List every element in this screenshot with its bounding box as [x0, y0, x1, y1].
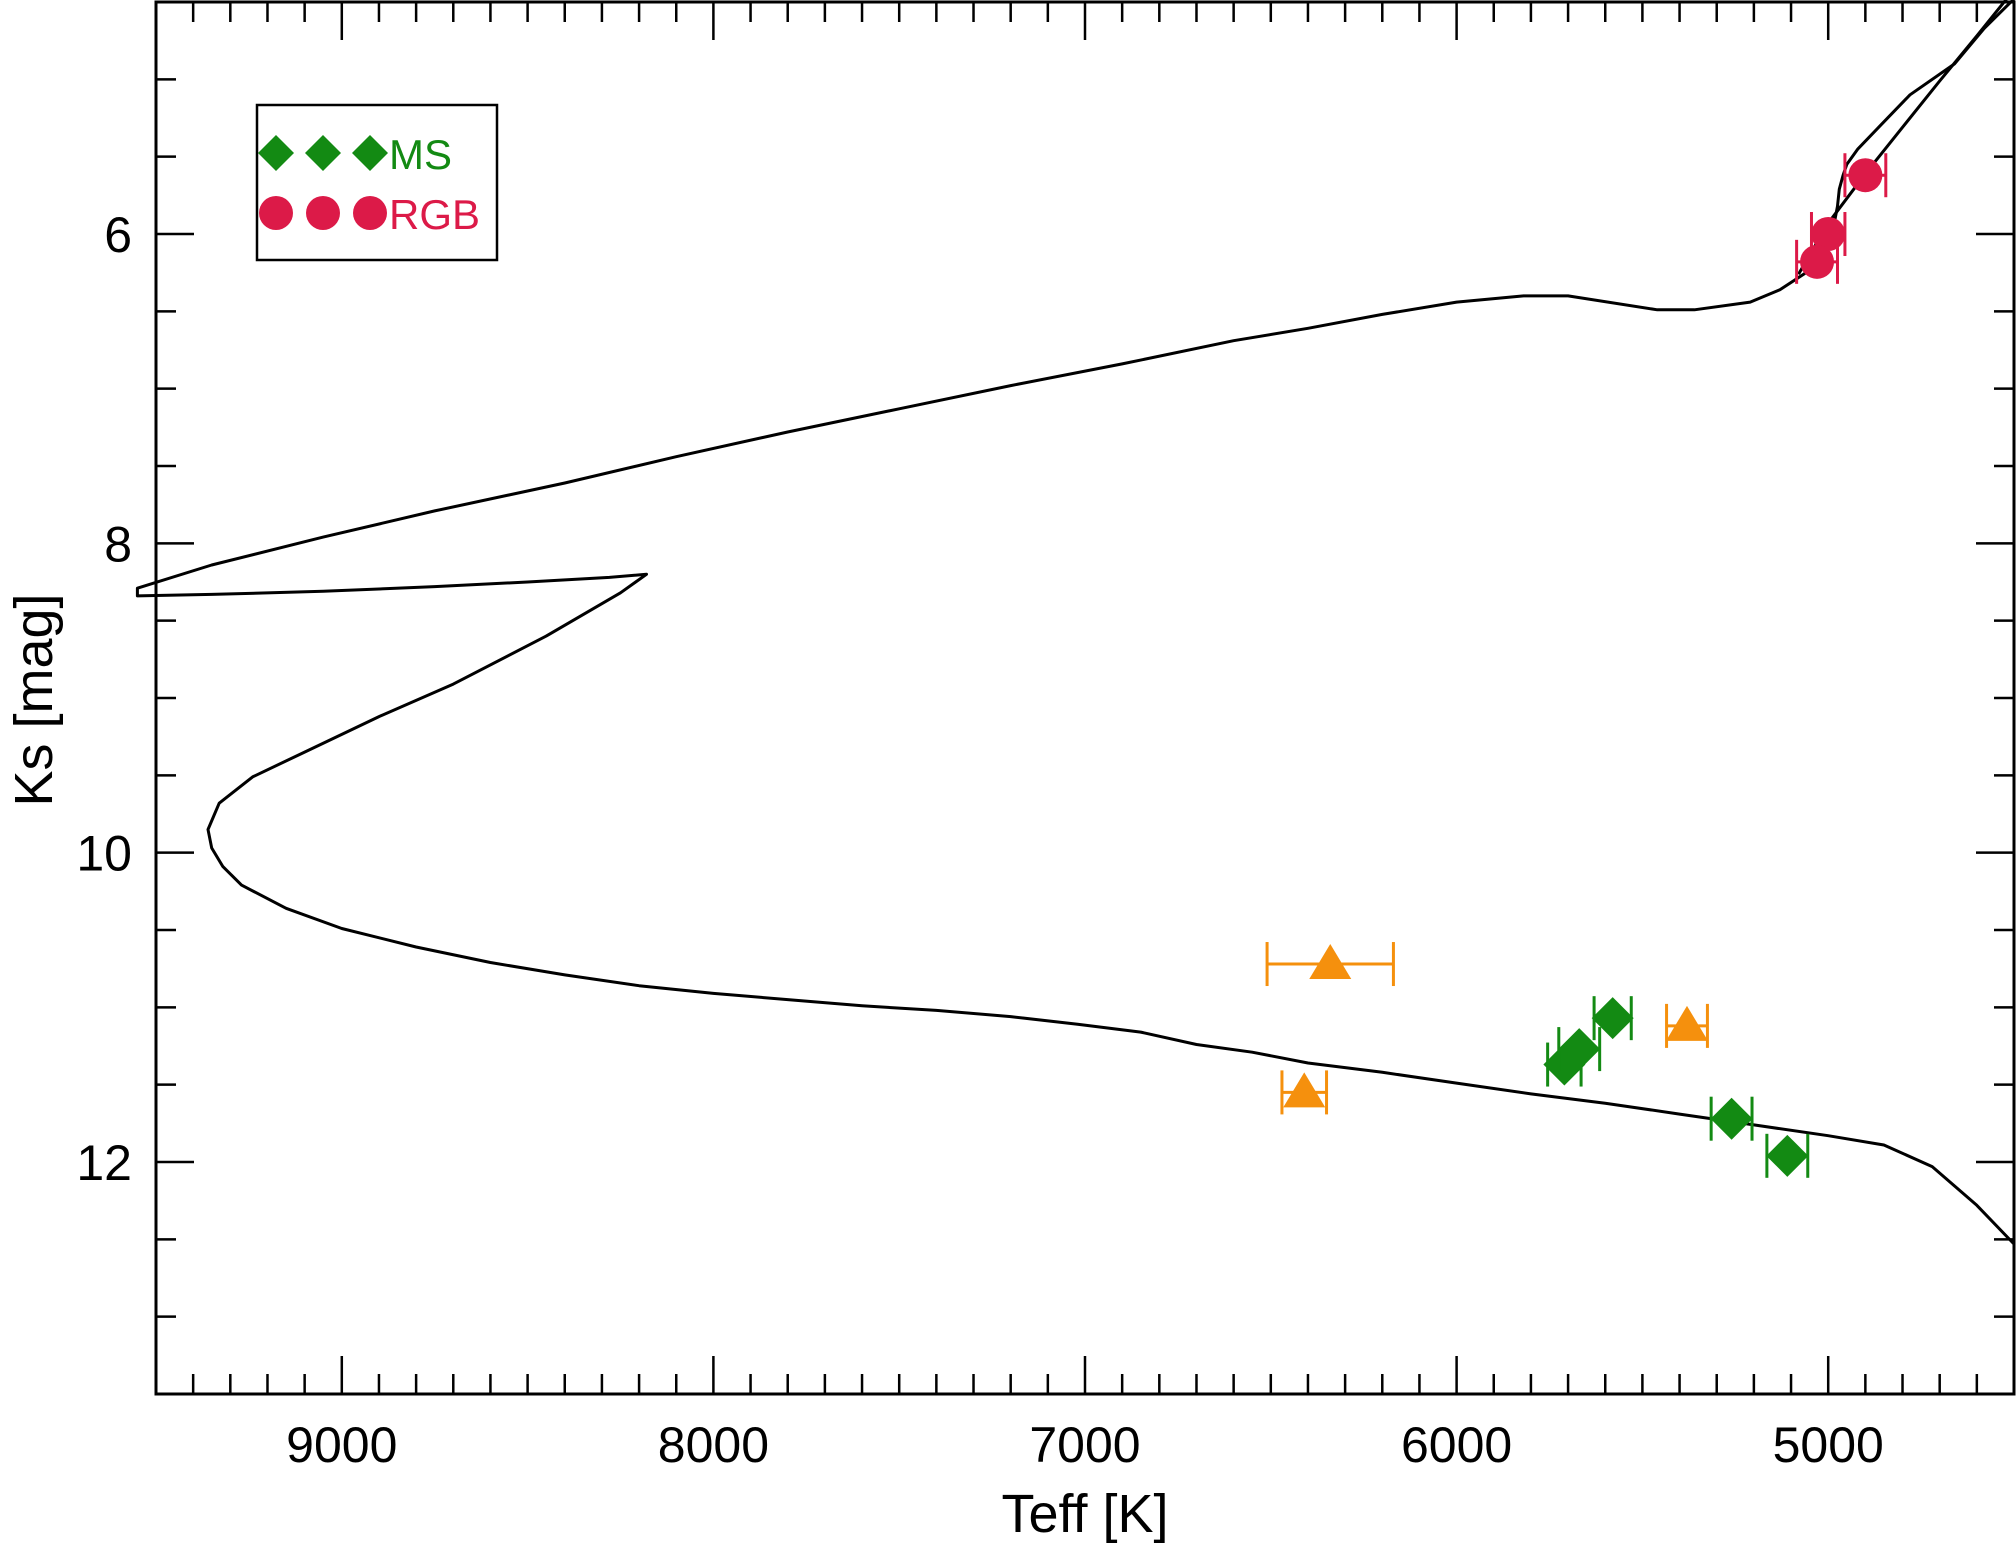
data-points: [1265, 153, 1888, 1178]
series-2-marker: [1665, 1005, 1708, 1041]
legend-rgb-marker: [306, 196, 340, 230]
legend-rgb-marker: [259, 196, 293, 230]
legend-rgb-marker: [353, 196, 387, 230]
ms-point: [1709, 1096, 1754, 1141]
x-tick-label: 6000: [1401, 1417, 1512, 1473]
ms-marker: [1558, 1028, 1601, 1071]
series-2-point: [1265, 942, 1395, 987]
legend-ms-marker: [352, 135, 388, 171]
series-2-marker: [1283, 1072, 1326, 1108]
tick-labels: 9000 8000 7000 6000 5000 6 8 10 12: [76, 207, 1883, 1473]
x-tick-label: 8000: [658, 1417, 769, 1473]
isochrone-main-curve: [135, 0, 2016, 1246]
x-tick-label: 5000: [1773, 1417, 1884, 1473]
ms-point: [1765, 1133, 1810, 1178]
ms-marker: [1591, 997, 1634, 1040]
legend-label-rgb: RGB: [389, 191, 480, 238]
legend-entry-rgb: RGB: [259, 191, 480, 238]
y-tick-label: 8: [104, 516, 132, 572]
ms-marker: [1710, 1097, 1753, 1140]
y-axis-label: Ks [mag]: [4, 593, 64, 806]
x-axis-label: Teff [K]: [1001, 1484, 1168, 1544]
legend: MS RGB: [255, 103, 499, 262]
legend-box: [255, 103, 499, 262]
series-2-point: [1665, 1003, 1709, 1048]
ms-marker: [1766, 1134, 1809, 1177]
series-2-marker: [1309, 944, 1352, 980]
series-2-point: [1280, 1070, 1329, 1115]
legend-ms-marker: [258, 135, 294, 171]
axis-ticks: [154, 2, 2016, 1394]
x-tick-label: 9000: [286, 1417, 397, 1473]
legend-label-ms: MS: [389, 131, 452, 178]
legend-markers-rgb: [259, 196, 387, 230]
y-tick-label: 12: [76, 1135, 132, 1191]
rgb-marker: [1800, 244, 1835, 279]
ms-point: [1557, 1027, 1602, 1072]
x-tick-label: 7000: [1029, 1417, 1140, 1473]
legend-entry-ms: MS: [258, 131, 452, 178]
y-tick-label: 10: [76, 826, 132, 882]
rgb-point: [1795, 239, 1839, 284]
y-tick-label: 6: [104, 207, 132, 263]
ms-point: [1591, 996, 1634, 1041]
legend-markers-ms: [258, 135, 388, 171]
rgb-point: [1843, 153, 1888, 198]
rgb-marker: [1848, 158, 1883, 193]
legend-ms-marker: [305, 135, 341, 171]
